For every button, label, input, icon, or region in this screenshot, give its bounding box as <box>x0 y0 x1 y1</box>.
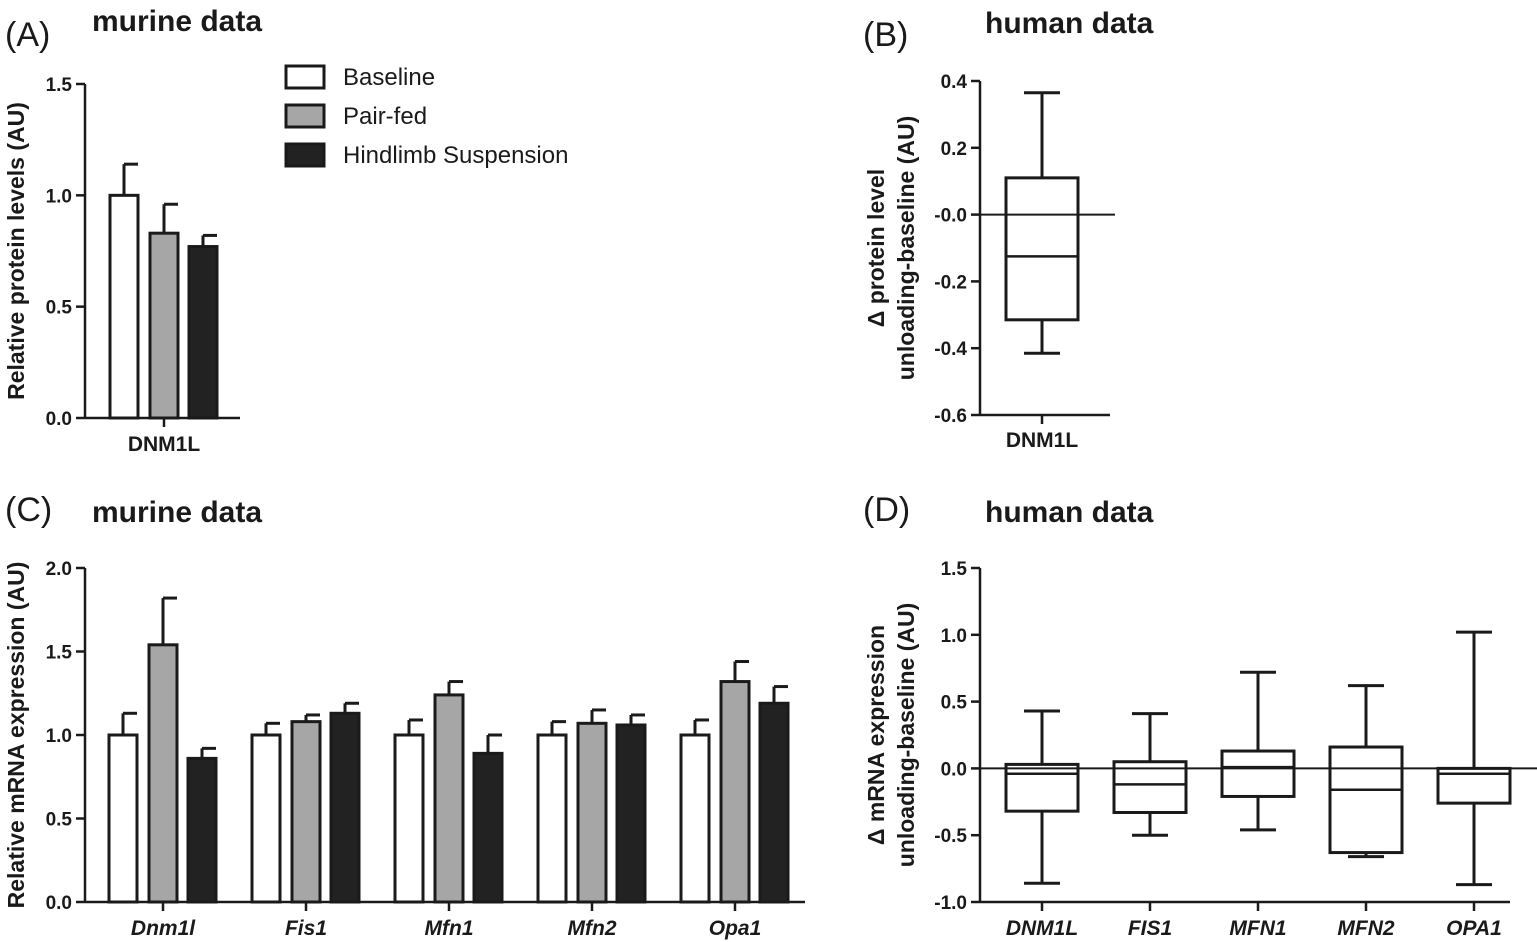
panel-c-y-tick-label: 1.5 <box>46 643 73 664</box>
panel-c-y-tick-label: 0.5 <box>46 810 73 831</box>
panel-b-y-tick-label: -0.0 <box>934 206 967 227</box>
category-label-opa1: OPA1 <box>1446 917 1502 940</box>
panel-a-y-tick-label: 0.5 <box>46 298 73 319</box>
category-label-mfn2: MFN2 <box>1337 917 1394 940</box>
category-label-dnm1l: DNM1L <box>1006 917 1078 940</box>
legend-label-baseline: Baseline <box>343 64 435 91</box>
panel-a-y-tick-label: 0.0 <box>46 409 72 430</box>
panel-c-letter: (C) <box>5 491 52 529</box>
chart-panel-b: -0.6 -0.4 -0.2 -0.0 0.2 0.4 Δ protein level unl… <box>863 72 1115 452</box>
chart-panel-d: -1.0 -0.5 0.0 0.5 1.0 1.5 Δ mRNA expression unl… <box>863 559 1537 940</box>
bar-mfn1-pair-fed <box>433 693 465 904</box>
category-label-dnm1l: DNM1L <box>1006 429 1079 452</box>
bar-opa1-pair-fed <box>719 680 751 904</box>
panel-d-title: human data <box>985 496 1154 529</box>
bar-dnm1l-pair-fed <box>147 643 179 904</box>
bar-fis1-baseline <box>250 733 282 904</box>
legend-swatch-baseline <box>284 64 326 90</box>
panel-b-letter: (B) <box>863 16 908 54</box>
panel-c-title: murine data <box>92 496 262 529</box>
panel-a-y-tick-label: 1.5 <box>46 75 73 96</box>
bar-opa1-hindlimb-suspension <box>758 701 790 904</box>
panel-d-y-tick-label: 0.0 <box>941 759 967 780</box>
panel-a-y-tick-label: 1.0 <box>46 186 72 207</box>
bar-fis1-pair-fed <box>290 720 322 904</box>
panel-b-y-axis-title: unloading-baseline (AU) <box>893 116 919 381</box>
panel-d-y-axis-title: Δ mRNA expression <box>863 625 889 845</box>
bar-opa1-baseline <box>679 733 711 904</box>
panel-a-title: murine data <box>92 5 262 38</box>
category-label-fis1: FIS1 <box>1128 917 1172 940</box>
box-mfn2 <box>1328 745 1404 855</box>
bar-dnm1l-pair-fed <box>148 231 180 420</box>
box-mfn1 <box>1220 749 1296 798</box>
chart-panel-a: 0.0 0.5 1.0 1.5 Relative protein levels (AU)… <box>3 75 240 456</box>
legend-label-pair-fed: Pair-fed <box>343 103 427 130</box>
box-dnm1l <box>1004 762 1080 813</box>
panel-c-y-axis-title: Relative mRNA expression (AU) <box>3 562 29 909</box>
panel-d-y-tick-label: 1.5 <box>941 559 968 580</box>
box-dnm1l <box>1004 176 1080 322</box>
box-fis1 <box>1112 760 1188 814</box>
bar-fis1-hindlimb-suspension <box>329 711 361 904</box>
panel-b-y-tick-label: 0.4 <box>941 72 968 93</box>
legend-swatch-hindlimb-suspension <box>284 142 326 168</box>
bar-mfn2-baseline <box>536 733 568 904</box>
category-label-opa1: Opa1 <box>709 917 762 940</box>
panel-d-y-tick-label: 0.5 <box>941 693 968 714</box>
category-label-dnm1l: DNM1L <box>128 433 201 456</box>
bar-mfn2-pair-fed <box>576 721 608 904</box>
bar-mfn1-baseline <box>393 733 425 904</box>
legend: Baseline Pair-fed Hindlimb Suspension <box>284 64 568 169</box>
bar-dnm1l-baseline <box>108 193 140 420</box>
legend-label-hindlimb-suspension: Hindlimb Suspension <box>343 142 568 169</box>
bar-mfn1-hindlimb-suspension <box>472 751 504 904</box>
panel-c-y-tick-label: 2.0 <box>46 559 72 580</box>
panel-c-y-tick-label: 0.0 <box>46 893 72 914</box>
chart-panel-c: 0.0 0.5 1.0 1.5 2.0 Relative mRNA expression … <box>3 559 805 940</box>
bar-dnm1l-baseline <box>107 733 139 904</box>
legend-swatch-pair-fed <box>284 103 326 129</box>
panel-b-y-tick-label: -0.4 <box>934 339 967 360</box>
panel-a-y-axis-title: Relative protein levels (AU) <box>3 102 29 400</box>
panel-d-y-tick-label: -1.0 <box>934 893 967 914</box>
panel-b-y-tick-label: -0.2 <box>934 272 967 293</box>
category-label-mfn2: Mfn2 <box>568 917 617 940</box>
bar-dnm1l-hindlimb-suspension <box>187 245 219 420</box>
panel-d-letter: (D) <box>863 491 910 529</box>
panel-d-y-tick-label: 1.0 <box>941 626 967 647</box>
panel-b-title: human data <box>985 7 1154 40</box>
panel-d-y-axis-title: unloading-baseline (AU) <box>893 603 919 868</box>
category-label-mfn1: MFN1 <box>1229 917 1286 940</box>
panel-c-y-tick-label: 1.0 <box>46 726 72 747</box>
panel-b-y-tick-label: -0.6 <box>934 406 967 427</box>
bar-dnm1l-hindlimb-suspension <box>186 756 218 904</box>
panel-d-y-tick-label: -0.5 <box>934 826 967 847</box>
category-label-fis1: Fis1 <box>285 917 327 940</box>
category-label-dnm1l: Dnm1l <box>131 917 196 940</box>
box-opa1 <box>1436 766 1512 805</box>
bar-mfn2-hindlimb-suspension <box>615 723 647 904</box>
panel-a-letter: (A) <box>5 16 50 54</box>
panel-b-y-tick-label: 0.2 <box>941 139 967 160</box>
category-label-mfn1: Mfn1 <box>425 917 474 940</box>
panel-b-y-axis-title: Δ protein level <box>863 169 889 327</box>
